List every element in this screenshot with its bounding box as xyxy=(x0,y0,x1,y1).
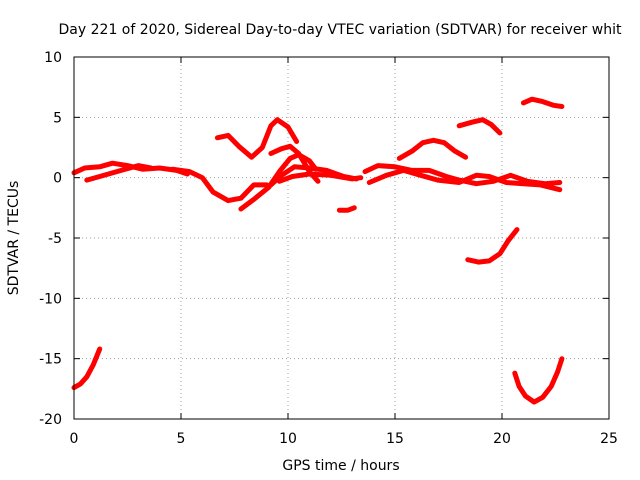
series-track-08 xyxy=(276,171,364,184)
y-tick-label: -5 xyxy=(48,231,62,247)
grid-layer xyxy=(74,57,609,419)
series-track-15 xyxy=(465,227,520,265)
x-tick-label: 10 xyxy=(279,431,297,447)
series-track-13 xyxy=(396,137,469,161)
series-track-01 xyxy=(71,346,103,391)
y-tick-label: -10 xyxy=(39,291,62,307)
series-track-04 xyxy=(169,166,270,204)
series-track-06 xyxy=(238,152,319,212)
x-tick-label: 20 xyxy=(493,431,511,447)
series-track-12 xyxy=(366,167,563,193)
series-layer xyxy=(71,96,565,405)
y-tick-label: -15 xyxy=(39,352,62,368)
y-axis-label: SDTVAR / TECUs xyxy=(6,181,22,296)
y-tick-label: 5 xyxy=(53,110,62,126)
chart-title: Day 221 of 2020, Sidereal Day-to-day VTE… xyxy=(59,22,622,38)
y-tick-label: -20 xyxy=(39,412,62,428)
series-track-14 xyxy=(456,117,503,136)
tick-layer: 0 5 10 15 20 25 10 5 0 -5 -10 -15 -20 xyxy=(39,50,618,447)
series-track-17 xyxy=(520,96,565,109)
series-track-09 xyxy=(268,143,321,184)
series-track-10 xyxy=(336,205,357,213)
series-track-05 xyxy=(214,117,300,160)
series-track-03 xyxy=(84,163,154,183)
x-tick-label: 25 xyxy=(600,431,618,447)
x-tick-label: 5 xyxy=(177,431,186,447)
y-tick-label: 0 xyxy=(53,171,62,187)
x-axis-label: GPS time / hours xyxy=(282,458,399,474)
y-tick-label: 10 xyxy=(44,50,62,66)
x-tick-label: 0 xyxy=(70,431,79,447)
x-tick-label: 15 xyxy=(386,431,404,447)
series-track-16 xyxy=(512,356,565,405)
